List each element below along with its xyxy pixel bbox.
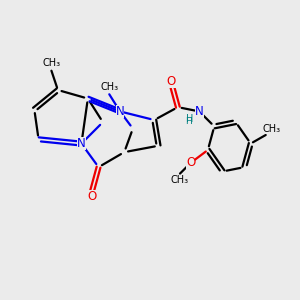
Text: O: O <box>186 156 195 170</box>
Text: H: H <box>186 114 193 124</box>
Text: CH₃: CH₃ <box>262 124 280 134</box>
Text: N: N <box>116 105 124 118</box>
Text: CH₃: CH₃ <box>42 58 61 68</box>
Text: CH₃: CH₃ <box>171 175 189 185</box>
Text: N: N <box>195 105 204 118</box>
Text: H: H <box>185 117 191 126</box>
Text: O: O <box>88 190 97 202</box>
Text: N: N <box>195 105 204 118</box>
Text: CH₃: CH₃ <box>100 82 118 92</box>
Text: N: N <box>77 137 86 150</box>
Text: O: O <box>167 75 176 88</box>
